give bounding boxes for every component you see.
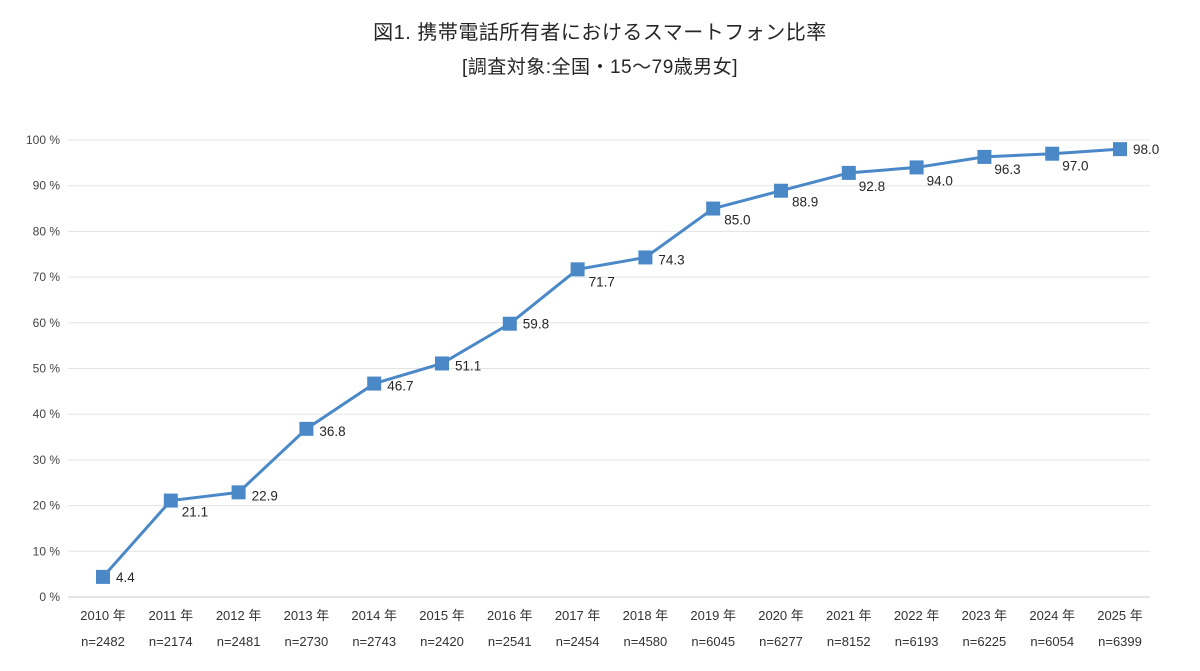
x-axis-year-label: 2017 年 (555, 608, 601, 623)
chart-subtitle: [調査対象:全国・15〜79歳男女] (461, 57, 739, 78)
x-axis-year-label: 2025 年 (1097, 608, 1143, 623)
data-point-marker (841, 165, 856, 180)
x-axis-sample-size-label: n=6399 (1098, 634, 1142, 649)
data-point-label: 22.9 (252, 488, 278, 503)
data-point-label: 85.0 (724, 213, 750, 228)
y-axis-tick-label: 100 % (26, 133, 60, 147)
x-axis-year-label: 2013 年 (284, 608, 330, 623)
x-axis-year-label: 2018 年 (623, 608, 669, 623)
x-axis-sample-size-label: n=2481 (217, 634, 261, 649)
y-axis-tick-label: 90 % (33, 179, 61, 193)
x-axis-year-label: 2012 年 (216, 608, 262, 623)
x-axis-sample-size-label: n=2482 (81, 634, 125, 649)
y-axis-tick-label: 20 % (33, 499, 61, 513)
data-point-marker (638, 250, 653, 265)
data-point-marker (1113, 142, 1127, 157)
data-point-marker (299, 421, 314, 436)
data-point-marker (909, 160, 924, 175)
x-axis-sample-size-label: n=2541 (488, 634, 532, 649)
x-axis-year-label: 2020 年 (758, 608, 804, 623)
y-axis-tick-label: 60 % (33, 316, 61, 330)
x-axis-sample-size-label: n=2743 (352, 634, 396, 649)
y-axis-tick-label: 50 % (33, 362, 61, 376)
y-axis-tick-label: 70 % (33, 270, 61, 284)
y-axis-tick-label: 0 % (39, 590, 60, 604)
data-point-label: 94.0 (927, 173, 953, 188)
data-point-marker (435, 356, 449, 371)
x-axis-year-label: 2021 年 (826, 608, 872, 623)
x-axis-year-label: 2024 年 (1029, 608, 1075, 623)
data-point-marker (231, 485, 246, 500)
x-axis-year-label: 2010 年 (80, 608, 126, 623)
data-point-label: 96.3 (994, 162, 1020, 177)
x-axis-sample-size-label: n=6277 (759, 634, 803, 649)
x-axis-year-label: 2014 年 (351, 608, 397, 623)
x-axis-sample-size-label: n=2174 (149, 634, 193, 649)
data-point-label: 4.4 (116, 570, 135, 585)
y-axis-tick-label: 10 % (33, 544, 61, 558)
chart-title: 図1. 携帯電話所有者におけるスマートフォン比率 (373, 22, 827, 44)
data-point-marker (977, 149, 992, 164)
x-axis-year-label: 2011 年 (149, 608, 194, 623)
data-point-label: 88.9 (792, 195, 818, 210)
data-point-label: 71.7 (589, 274, 615, 289)
data-point-label: 51.1 (455, 358, 481, 373)
x-axis-sample-size-label: n=6225 (963, 634, 1007, 649)
x-axis-year-label: 2015 年 (419, 608, 465, 623)
data-point-label: 98.0 (1133, 142, 1159, 157)
data-point-marker (570, 262, 585, 277)
x-axis-sample-size-label: n=8152 (827, 634, 871, 649)
series-line (101, 147, 1122, 579)
data-point-marker (706, 201, 721, 216)
x-axis-sample-size-label: n=2730 (285, 634, 329, 649)
x-axis-sample-size-label: n=6193 (895, 634, 939, 649)
data-point-marker (163, 493, 178, 508)
x-axis-sample-size-label: n=4580 (624, 634, 668, 649)
data-point-marker (1045, 146, 1060, 161)
data-point-label: 21.1 (182, 505, 208, 520)
data-point-marker (96, 569, 110, 584)
data-point-label: 36.8 (319, 424, 345, 439)
data-point-label: 46.7 (387, 379, 413, 394)
data-point-label: 59.8 (523, 317, 549, 332)
data-point-label: 74.3 (658, 252, 684, 267)
y-axis-tick-label: 40 % (33, 407, 61, 421)
data-point-marker (502, 316, 517, 331)
y-axis-tick-label: 80 % (33, 224, 61, 238)
data-point-label: 92.8 (859, 179, 885, 194)
x-axis-sample-size-label: n=6045 (691, 634, 735, 649)
x-axis-year-label: 2023 年 (962, 608, 1008, 623)
x-axis-sample-size-label: n=2454 (556, 634, 600, 649)
data-point-marker (367, 376, 382, 391)
y-axis-tick-label: 30 % (33, 453, 61, 467)
x-axis-sample-size-label: n=6054 (1030, 634, 1074, 649)
data-point-label: 97.0 (1062, 159, 1088, 174)
x-axis-year-label: 2022 年 (894, 608, 940, 623)
data-point-marker (774, 183, 788, 198)
x-axis-year-label: 2016 年 (487, 608, 533, 623)
x-axis-year-label: 2019 年 (690, 608, 736, 623)
x-axis-sample-size-label: n=2420 (420, 634, 464, 649)
